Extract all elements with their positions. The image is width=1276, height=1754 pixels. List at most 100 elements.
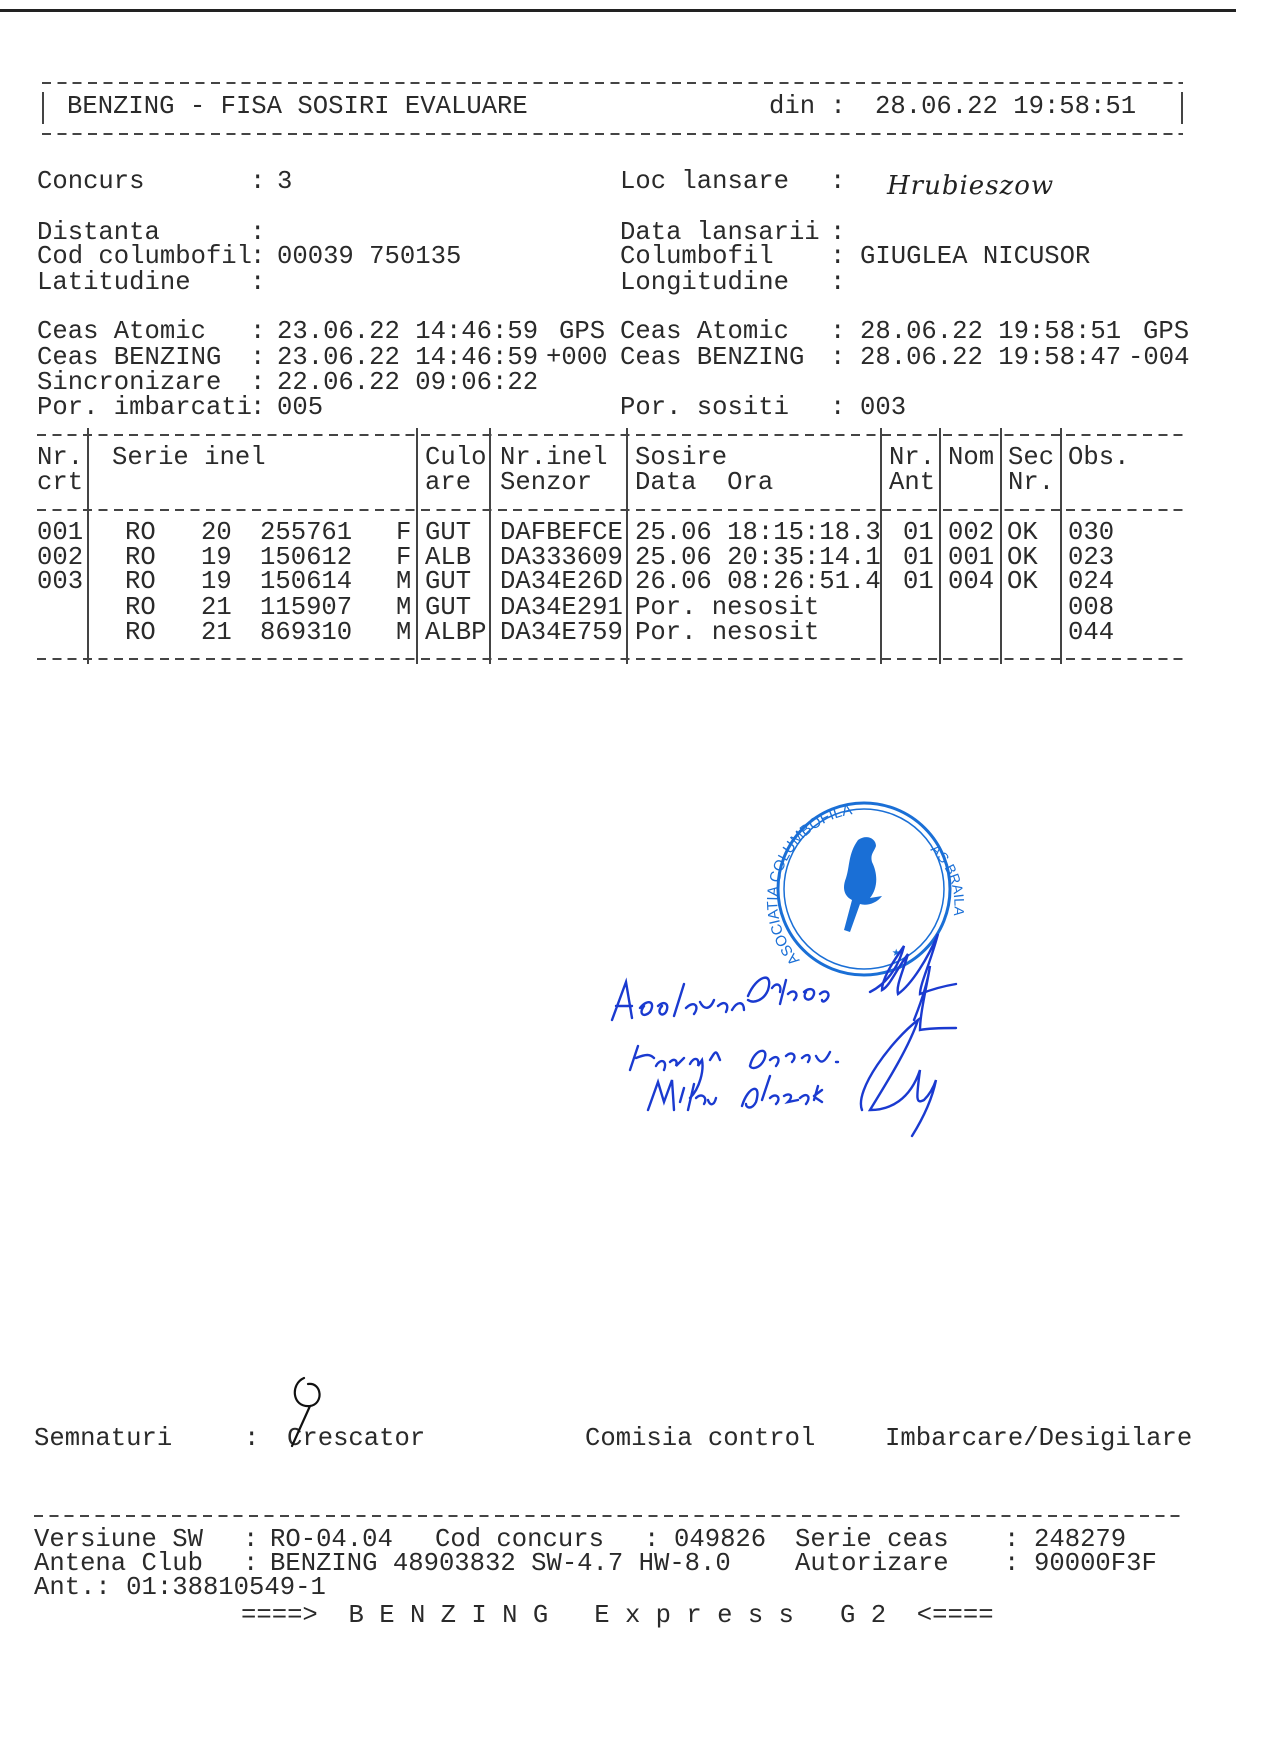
cell-senzor: DA34E759 — [500, 618, 623, 647]
signature-1 — [610, 977, 746, 1022]
separator: : — [644, 1525, 660, 1554]
separator: : — [250, 218, 266, 247]
cell-nom: 001 — [948, 543, 995, 572]
cell-nom: 004 — [948, 567, 995, 596]
star-icon: ★ — [892, 945, 901, 961]
footer-row-1: Versiune SW : RO-04.04 Cod concurs : 049… — [0, 1527, 1276, 1553]
cell-culoare: GUT — [425, 518, 472, 547]
antena-club-value: BENZING 48903832 SW-4.7 HW-8.0 — [270, 1549, 731, 1578]
cell-culoare: GUT — [425, 567, 472, 596]
signature-5 — [646, 1078, 718, 1112]
header-nr: Nr. — [37, 443, 84, 472]
header-border-bottom — [42, 133, 1183, 135]
report-title: BENZING - FISA SOSIRI EVALUARE — [67, 92, 528, 121]
signature-comisia-label: Comisia control — [585, 1424, 816, 1453]
cod-columbofil-label: Cod columbofil — [37, 242, 253, 271]
sincronizare-label: Sincronizare — [37, 368, 222, 397]
cell-tara: RO — [125, 567, 156, 596]
cell-numar: 869310 — [260, 618, 353, 647]
cell-ant: 01 — [903, 518, 934, 547]
header-culoare-2: are — [425, 468, 472, 497]
signature-2 — [746, 976, 830, 1006]
column-divider — [626, 428, 628, 664]
separator: : — [1004, 1549, 1020, 1578]
table-row: RO 21 869310 M ALBP DA34E759 Por. nesosi… — [0, 620, 1276, 646]
serie-ceas-label: Serie ceas — [795, 1525, 949, 1554]
cell-ant: 01 — [903, 567, 934, 596]
cell-obs: 030 — [1068, 518, 1115, 547]
separator: : — [250, 167, 266, 196]
header-culoare: Culo — [425, 443, 487, 472]
ceas-benzing-start: 23.06.22 14:46:59 — [277, 343, 539, 372]
info-row-cod: Cod columbofil : 00039 750135 Columbofil… — [0, 244, 1276, 270]
signature-6 — [740, 1074, 824, 1109]
latitudine-label: Latitudine — [37, 268, 191, 297]
cell-sex: M — [396, 618, 412, 647]
separator: : — [830, 242, 846, 271]
footer-separator — [34, 1515, 1184, 1517]
por-imbarcati-value: 005 — [277, 393, 324, 422]
cell-sosire: 26.06 08:26:51.4 — [635, 567, 881, 596]
cell-sosire: Por. nesosit — [635, 618, 820, 647]
header-nr-inel: Nr.inel — [500, 443, 608, 472]
ceas-benzing-start-offset: +000 — [546, 343, 608, 372]
ceas-benzing-end: 28.06.22 19:58:47 — [860, 343, 1122, 372]
separator: : — [243, 1549, 259, 1578]
cell-tara: RO — [125, 543, 156, 572]
serie-ceas-value: 248279 — [1034, 1525, 1127, 1554]
versiune-sw-value: RO-04.04 — [270, 1525, 393, 1554]
signature-3 — [628, 1044, 722, 1100]
stamp-text-top: ASOCIATIA COLUMBOFILA — [764, 801, 853, 968]
header-sosire: Sosire — [635, 443, 728, 472]
signature-4 — [748, 1049, 840, 1070]
signatures-row: Semnaturi : Crescator Comisia control Im… — [0, 1426, 1276, 1452]
table-header-separator — [37, 509, 1185, 511]
autorizare-label: Autorizare — [795, 1549, 949, 1578]
cell-an: 19 — [201, 567, 232, 596]
cell-sec: OK — [1007, 543, 1038, 572]
cell-nr: 002 — [37, 543, 84, 572]
separator: : — [830, 343, 846, 372]
longitudine-label: Longitudine — [620, 268, 789, 297]
column-divider — [1000, 428, 1002, 664]
versiune-sw-label: Versiune SW — [34, 1525, 203, 1554]
separator: : — [250, 368, 266, 397]
separator: : — [830, 268, 846, 297]
loc-lansare-label: Loc lansare — [620, 167, 789, 196]
cell-nr: 003 — [37, 567, 84, 596]
autorizare-value: 90000F3F — [1034, 1549, 1157, 1578]
columbofil-label: Columbofil — [620, 242, 774, 271]
header-sec-nr: Nr. — [1008, 468, 1055, 497]
cell-sosire: 25.06 18:15:18.3 — [635, 518, 881, 547]
column-divider — [939, 428, 941, 664]
cell-tara: RO — [125, 518, 156, 547]
table-row: 001 RO 20 255761 F GUT DAFBEFCE 25.06 18… — [0, 520, 1276, 546]
antenna-id: Ant.: 01:38810549-1 — [34, 1573, 326, 1602]
column-divider — [1060, 428, 1062, 664]
table-header-row-2: crt are Senzor Data Ora Ant Nr. — [0, 470, 1276, 496]
column-divider — [489, 428, 491, 664]
table-row: 003 RO 19 150614 M GUT DA34E26D 26.06 08… — [0, 569, 1276, 595]
concurs-value: 3 — [277, 167, 293, 196]
distanta-label: Distanta — [37, 218, 160, 247]
top-edge-line — [0, 9, 1236, 12]
column-divider — [87, 428, 89, 664]
crescator-signature — [290, 1376, 321, 1448]
stamp-outer-ring — [776, 801, 952, 977]
column-divider — [880, 428, 882, 664]
cell-obs: 024 — [1068, 567, 1115, 596]
cell-nom: 002 — [948, 518, 995, 547]
header-ant: Ant — [889, 468, 936, 497]
table-border-bottom — [37, 658, 1185, 660]
cell-sex: M — [396, 567, 412, 596]
separator: : — [830, 317, 846, 346]
separator: : — [830, 167, 846, 196]
cell-culoare: GUT — [425, 593, 472, 622]
info-row-coords: Latitudine : Longitudine : — [0, 270, 1276, 296]
info-row-concurs: Concurs : 3 Loc lansare : Hrubieszow — [0, 167, 1276, 202]
header-border-right — [1181, 92, 1183, 124]
cell-ant: 01 — [903, 543, 934, 572]
table-header-row-1: Nr. Serie inel Culo Nr.inel Sosire Nr. N… — [0, 445, 1276, 471]
signature-imbarcare-label: Imbarcare/Desigilare — [885, 1424, 1193, 1453]
ceas-benzing-label: Ceas BENZING — [620, 343, 805, 372]
